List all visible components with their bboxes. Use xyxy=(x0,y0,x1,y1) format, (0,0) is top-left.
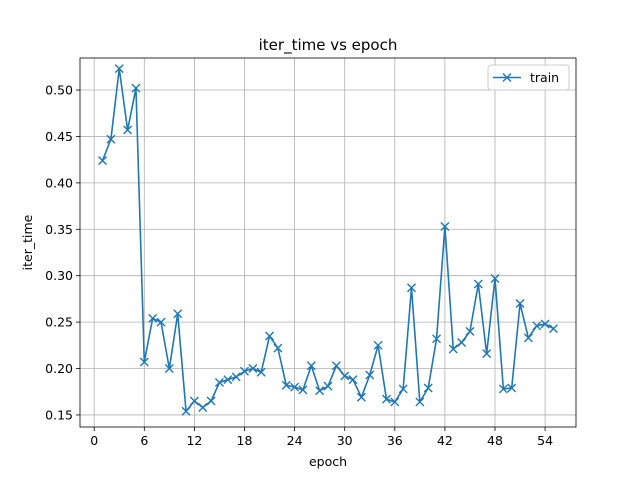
legend-x-marker xyxy=(502,73,512,82)
data-point xyxy=(189,396,199,406)
data-point xyxy=(265,331,275,341)
data-point xyxy=(465,326,475,336)
data-point xyxy=(281,380,291,390)
y-tick-label: 0.25 xyxy=(45,315,73,330)
data-point xyxy=(248,364,258,374)
data-point xyxy=(256,367,266,377)
data-point xyxy=(198,403,208,413)
data-point xyxy=(365,370,375,380)
series-layer xyxy=(98,64,558,416)
data-point xyxy=(356,392,366,402)
data-point xyxy=(106,134,116,144)
data-point xyxy=(114,64,124,74)
data-point xyxy=(423,383,433,393)
data-point xyxy=(373,340,383,350)
data-point xyxy=(548,324,558,334)
x-tick-label: 48 xyxy=(487,433,503,448)
x-axis-title: epoch xyxy=(309,454,347,469)
y-tick-label: 0.35 xyxy=(45,222,73,237)
x-tick-label: 36 xyxy=(387,433,403,448)
data-point xyxy=(523,333,533,343)
data-point xyxy=(507,383,517,393)
data-point xyxy=(298,385,308,395)
data-point xyxy=(473,279,483,289)
x-tick-label: 54 xyxy=(537,433,553,448)
x-tick-label: 30 xyxy=(337,433,353,448)
data-point xyxy=(381,394,391,404)
data-point xyxy=(440,221,450,231)
data-point xyxy=(457,338,467,348)
data-point xyxy=(390,397,400,407)
x-axis-ticks: 0 6 12 18 24 30 36 42 48 54 xyxy=(90,427,553,448)
data-point xyxy=(315,386,325,396)
y-tick-label: 0.20 xyxy=(45,361,73,376)
data-point xyxy=(432,334,442,344)
x-tick-label: 0 xyxy=(90,433,98,448)
data-point xyxy=(131,83,141,93)
x-tick-label: 24 xyxy=(287,433,303,448)
y-tick-label: 0.50 xyxy=(45,83,73,98)
y-axis-title: iter_time xyxy=(20,214,35,270)
series-line-train xyxy=(101,67,554,413)
data-point xyxy=(98,156,108,166)
x-tick-label: 6 xyxy=(140,433,148,448)
plot-frame xyxy=(79,57,577,428)
data-point xyxy=(540,319,550,329)
data-point xyxy=(398,384,408,394)
legend-box xyxy=(487,64,570,91)
data-point xyxy=(482,349,492,359)
data-point xyxy=(448,344,458,354)
data-point xyxy=(348,375,358,385)
data-point xyxy=(340,371,350,381)
y-tick-label: 0.30 xyxy=(45,268,73,283)
data-point xyxy=(240,366,249,376)
data-point xyxy=(139,357,149,367)
x-tick-label: 12 xyxy=(186,433,202,448)
y-tick-label: 0.15 xyxy=(45,407,73,422)
data-point xyxy=(415,397,425,407)
data-point xyxy=(515,299,525,309)
data-point xyxy=(490,273,500,283)
data-point xyxy=(323,381,333,391)
legend: train xyxy=(487,64,570,91)
x-tick-label: 42 xyxy=(437,433,453,448)
data-point xyxy=(273,343,283,353)
data-point xyxy=(306,361,316,371)
y-tick-label: 0.40 xyxy=(45,175,73,190)
data-point xyxy=(331,361,341,371)
y-axis-ticks: 0.15 0.20 0.25 0.30 0.35 0.40 0.45 0.50 xyxy=(45,83,80,422)
data-point xyxy=(148,313,158,323)
data-point xyxy=(498,384,508,394)
data-point xyxy=(532,321,542,331)
data-point xyxy=(123,125,133,135)
data-point xyxy=(164,364,174,374)
data-point xyxy=(156,317,166,327)
legend-marker-icon xyxy=(502,73,512,82)
grid-lines xyxy=(80,58,576,427)
data-point xyxy=(223,375,233,385)
data-point xyxy=(181,406,191,416)
data-point xyxy=(290,382,300,392)
data-point xyxy=(206,396,216,406)
data-point xyxy=(173,309,183,319)
data-point xyxy=(231,372,241,382)
y-tick-label: 0.45 xyxy=(45,129,73,144)
data-point xyxy=(407,283,416,293)
x-tick-label: 18 xyxy=(237,433,253,448)
legend-label-train: train xyxy=(530,70,559,85)
data-point xyxy=(214,377,224,387)
chart-title: iter_time vs epoch xyxy=(259,36,398,55)
